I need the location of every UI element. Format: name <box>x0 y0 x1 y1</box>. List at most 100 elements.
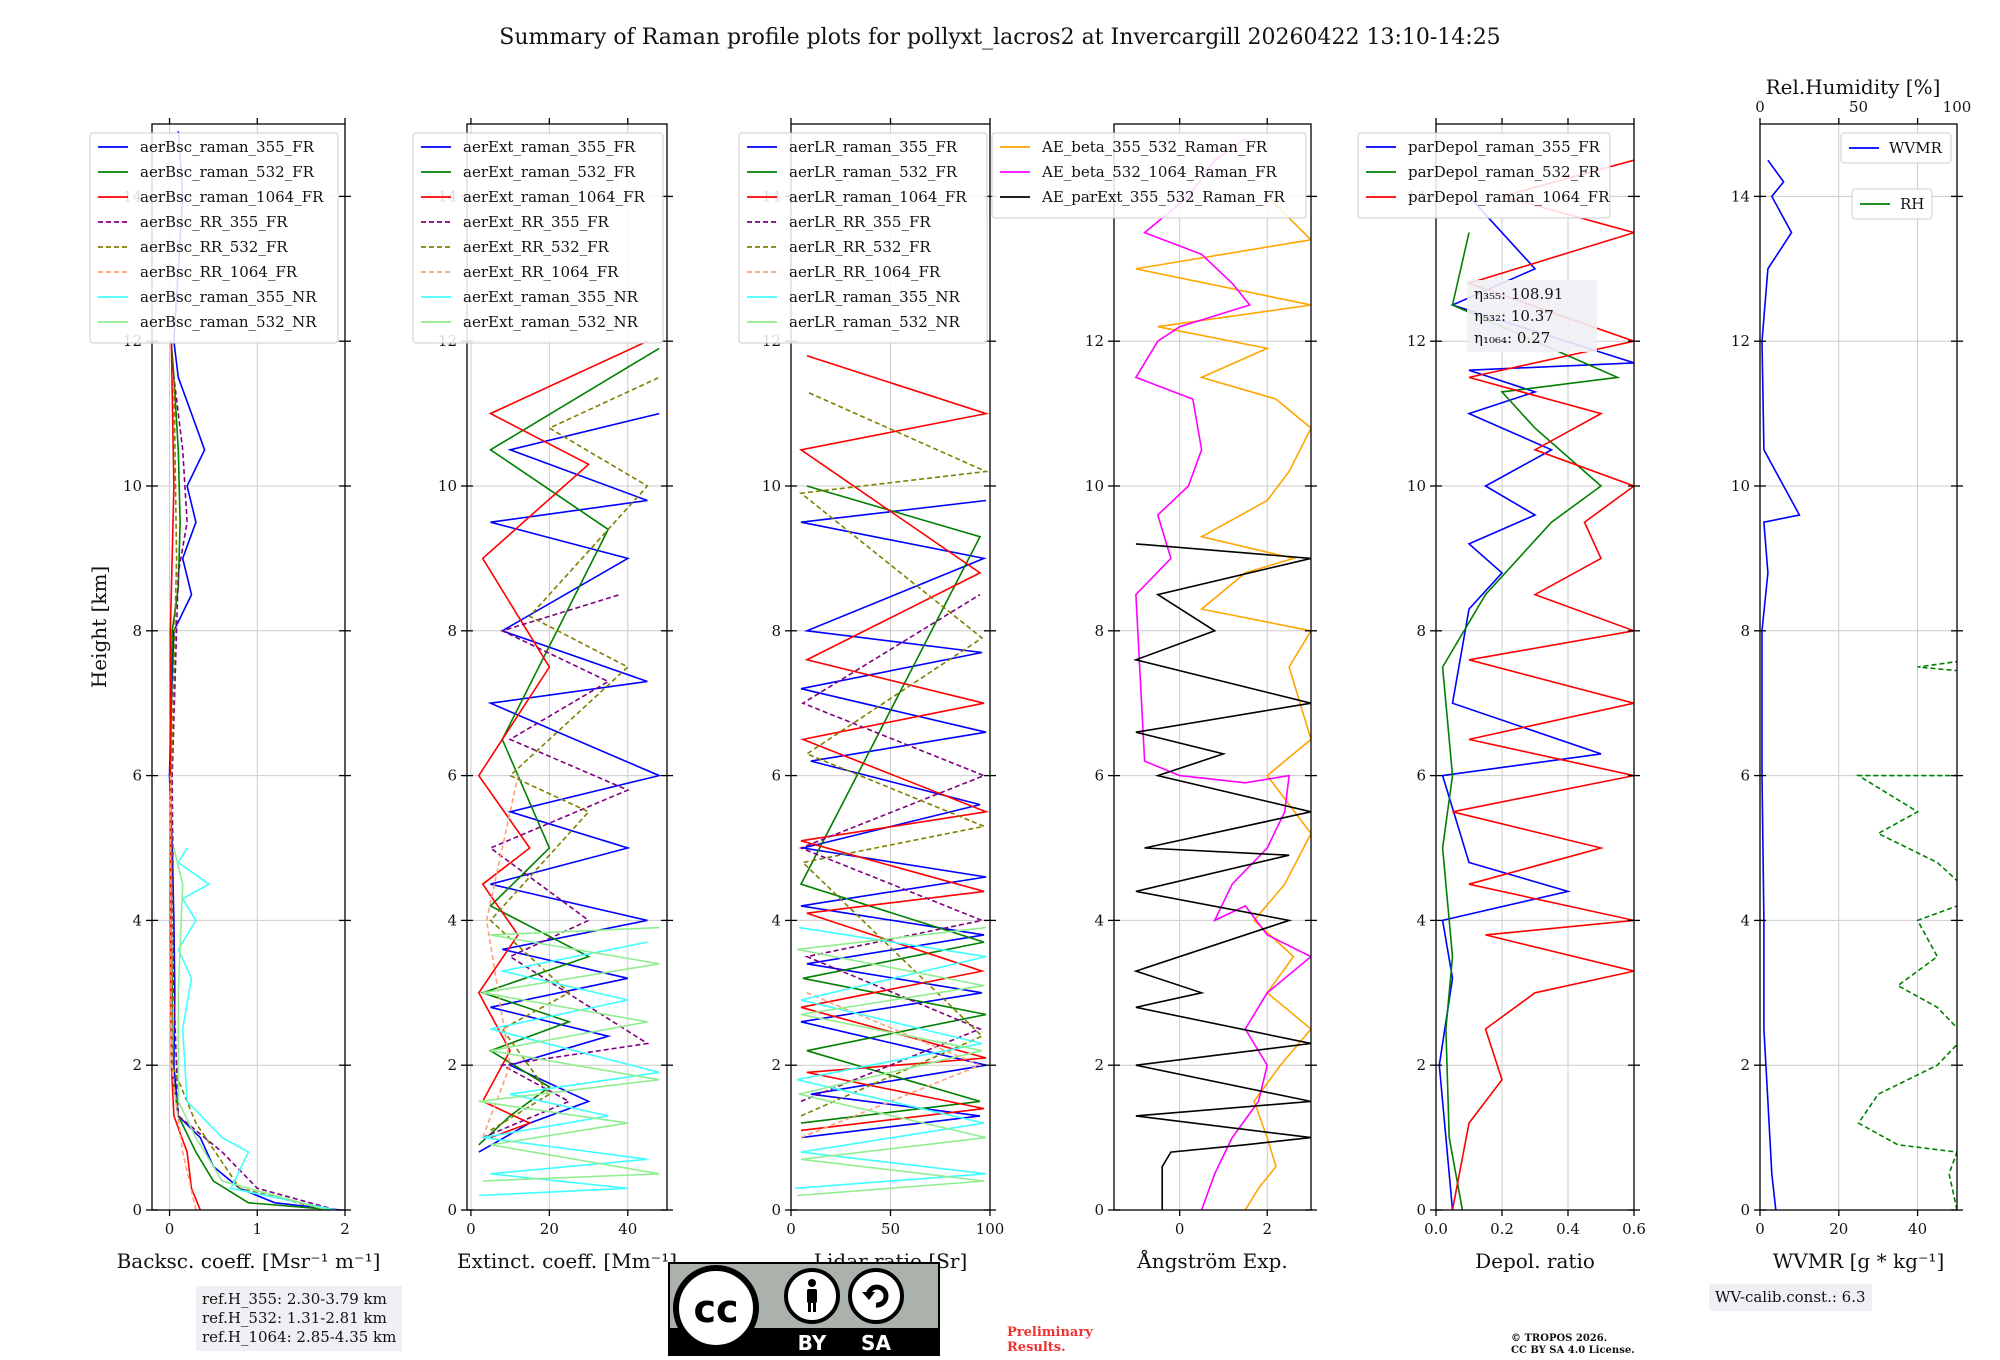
ytick-label: 10 <box>1085 477 1104 495</box>
ytick-label: 0 <box>132 1201 142 1219</box>
series-AE_beta_532_1064_Raman_FR <box>1134 137 1311 1210</box>
legend-entry: WVMR <box>1889 139 1943 157</box>
ytick-label: 6 <box>771 767 781 785</box>
series-aerBsc_RR_532_FR <box>170 377 328 1210</box>
legend-entry: aerLR_raman_532_NR <box>789 313 960 331</box>
series-parDepol_raman_1064_FR <box>1451 159 1634 1210</box>
copyright-line-2: CC BY SA 4.0 License. <box>1511 1345 1635 1356</box>
ytick-label: 0 <box>1094 1201 1104 1219</box>
legend-entry: aerBsc_raman_355_NR <box>140 288 317 306</box>
legend-entry: aerBsc_raman_355_FR <box>140 138 315 156</box>
ytick-label: 12 <box>1085 332 1104 350</box>
panel-wv: 0 2 4 6 8 10 12 14 0 20 40 0 50 100 WVMR [g * kg⁻¹] WVM… <box>1731 98 1971 1273</box>
series-aerExt_raman_355_FR <box>478 412 662 1153</box>
panel-ae: 0246810121402Ångström Exp.AE_beta_355_53… <box>991 118 1317 1273</box>
series-aerExt_raman_355_NR <box>478 941 660 1197</box>
ytick-label: 2 <box>1740 1056 1750 1074</box>
figure-title: Summary of Raman profile plots for polly… <box>499 25 1500 50</box>
series-AE_beta_355_532_Raman_FR <box>1135 195 1311 1210</box>
legend-entry: AE_parExt_355_532_Raman_FR <box>1041 188 1286 206</box>
xtick-label: 2 <box>340 1220 350 1238</box>
cc-by-text: BY <box>798 1331 827 1355</box>
series-aerLR_raman_532_FR <box>799 485 987 1124</box>
eta-1064: η₁₀₆₄: 0.27 <box>1474 329 1550 347</box>
by-person-icon <box>808 1279 816 1287</box>
ytick-label: 8 <box>771 622 781 640</box>
panel-lr: 02468101214050100Lidar ratio [Sr]aerLR_r… <box>738 118 1004 1273</box>
ytick-label: 10 <box>123 477 142 495</box>
xtick-label: 0.2 <box>1490 1220 1514 1238</box>
legend-entry: AE_beta_532_1064_Raman_FR <box>1041 163 1277 181</box>
axes-frame <box>1113 123 1312 1211</box>
legend-bsc: aerBsc_raman_355_FR aerBsc_raman_532_FRae… <box>89 132 339 344</box>
xtick-label: 0 <box>1175 1220 1185 1238</box>
xtick-label: 0.0 <box>1424 1220 1448 1238</box>
legend-entry: parDepol_raman_355_FR <box>1408 138 1601 156</box>
ytick-label: 0 <box>771 1201 781 1219</box>
ytick-label: 8 <box>1740 622 1750 640</box>
xaxis-label: WVMR [g * kg⁻¹] <box>1773 1249 1945 1273</box>
series-RH <box>1855 660 1957 1210</box>
sa-arrow-icon <box>865 1284 889 1308</box>
legend-entry: AE_beta_355_532_Raman_FR <box>1041 138 1268 156</box>
xtick-label: 0 <box>466 1220 476 1238</box>
legend-entry: aerLR_RR_355_FR <box>789 213 931 231</box>
ytick-label: 0 <box>1740 1201 1750 1219</box>
reference-height-box: ref.H_355: 2.30-3.79 km ref.H_532: 1.31-… <box>196 1286 403 1351</box>
legend-entry: aerBsc_raman_532_FR <box>140 163 315 181</box>
series-aerLR_raman_532_NR <box>796 926 987 1197</box>
ytick-label: 8 <box>1094 622 1104 640</box>
wv-calib-text: WV-calib.const.: 6.3 <box>1715 1288 1866 1306</box>
ytick-label: 2 <box>771 1056 781 1074</box>
xtick-label: 0 <box>786 1220 796 1238</box>
eta-532: η₅₃₂: 10.37 <box>1474 307 1554 325</box>
ytick-label: 4 <box>132 911 142 929</box>
series-aerExt_RR_355_FR <box>482 593 650 1139</box>
cc-sa-text: SA <box>861 1331 891 1355</box>
ytick-label: 8 <box>447 622 457 640</box>
legend-entry: aerLR_raman_355_FR <box>789 138 958 156</box>
ytick-label: 6 <box>132 767 142 785</box>
axes-frame <box>466 123 668 1211</box>
series-aerBsc_raman_532_NR <box>173 847 328 1210</box>
top-xtick-label: 50 <box>1849 98 1868 116</box>
ytick-label: 2 <box>1416 1056 1426 1074</box>
preliminary-note: Preliminary Results. <box>1007 1325 1093 1355</box>
eta-355: η₃₅₅: 108.91 <box>1474 285 1563 303</box>
ytick-label: 12 <box>1407 332 1426 350</box>
panel-ext: 0246810121402040Extinct. coeff. [Mm⁻¹]ae… <box>412 118 677 1273</box>
ref-h-355: ref.H_355: 2.30-3.79 km <box>202 1290 387 1308</box>
xaxis-label: Ångström Exp. <box>1136 1248 1287 1273</box>
xtick-label: 40 <box>618 1220 637 1238</box>
legend-entry: aerLR_RR_1064_FR <box>789 263 941 281</box>
series-aerExt_raman_532_NR <box>478 926 660 1182</box>
ytick-label: 6 <box>1416 767 1426 785</box>
axes-frame <box>151 123 346 1211</box>
xtick-label: 0 <box>165 1220 175 1238</box>
ytick-label: 6 <box>447 767 457 785</box>
series-parDepol_raman_355_FR <box>1438 195 1634 1210</box>
legend-entry: aerExt_RR_355_FR <box>463 213 610 231</box>
series-aerBsc_RR_355_FR <box>171 377 337 1210</box>
series-aerBsc_RR_1064_FR <box>169 775 197 1210</box>
ytick-label: 10 <box>762 477 781 495</box>
legend-entry: aerBsc_raman_1064_FR <box>140 188 324 206</box>
legend-entry: parDepol_raman_1064_FR <box>1408 188 1610 206</box>
legend-entry: parDepol_raman_532_FR <box>1408 163 1601 181</box>
axes-frame <box>1759 123 1958 1211</box>
ytick-label: 4 <box>1416 911 1426 929</box>
xtick-label: 0 <box>1755 1220 1765 1238</box>
ytick-label: 0 <box>1416 1201 1426 1219</box>
xaxis-label: Depol. ratio <box>1475 1249 1595 1273</box>
ytick-label: 2 <box>447 1056 457 1074</box>
copyright-line-1: © TROPOS 2026. <box>1511 1333 1608 1344</box>
series-aerLR_raman_355_NR <box>794 926 987 1190</box>
xtick-label: 0.6 <box>1622 1220 1646 1238</box>
legend-wv-WVMR: WVMR <box>1840 132 1952 164</box>
legend-entry: aerExt_RR_1064_FR <box>463 263 619 281</box>
copyright-note: © TROPOS 2026. CC BY SA 4.0 License. <box>1511 1333 1635 1357</box>
legend-entry: aerLR_RR_532_FR <box>789 238 931 256</box>
series-aerLR_raman_1064_FR <box>798 354 990 1132</box>
series-aerExt_RR_532_FR <box>489 376 660 1132</box>
xtick-label: 0.4 <box>1556 1220 1580 1238</box>
